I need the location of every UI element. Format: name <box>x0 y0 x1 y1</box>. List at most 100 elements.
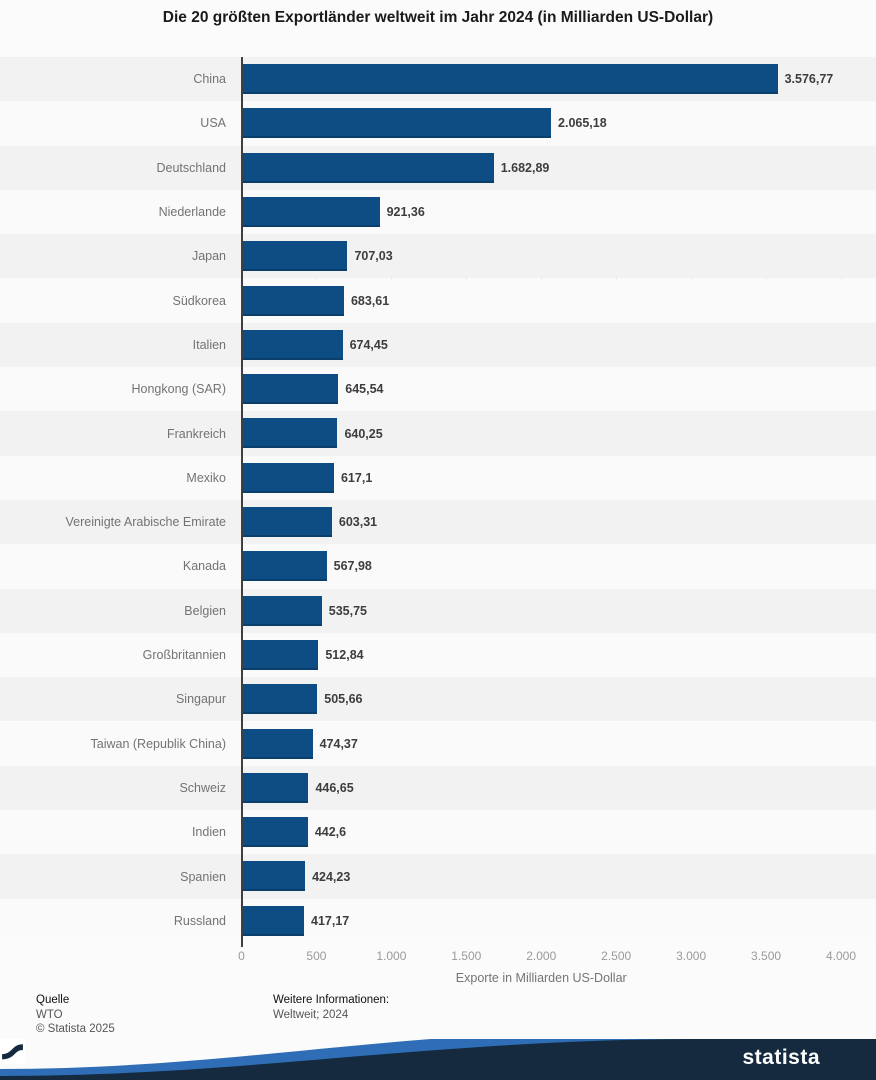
bar <box>241 817 308 848</box>
bar-row: Deutschland 1.682,89 <box>0 145 876 190</box>
x-tick-label: 1.000 <box>376 949 407 963</box>
category-label: Indien <box>191 825 226 840</box>
bar <box>241 418 338 449</box>
bar <box>241 861 306 892</box>
category-label: Spanien <box>180 869 226 884</box>
value-label: 617,1 <box>340 470 373 485</box>
category-label: Hongkong (SAR) <box>131 382 227 397</box>
x-tick-label: 3.500 <box>751 949 782 963</box>
source-block: Quelle WTO © Statista 2025 <box>36 993 115 1037</box>
bar <box>241 462 334 493</box>
bar-row: Italien 674,45 <box>0 322 876 368</box>
bar <box>241 728 313 759</box>
bar <box>241 196 380 227</box>
category-label: Russland <box>173 913 226 928</box>
bar <box>241 329 343 360</box>
bar-row: Singapur 505,66 <box>0 677 876 722</box>
category-label: Singapur <box>175 692 226 707</box>
category-label: Deutschland <box>156 160 227 175</box>
bar-row: Mexiko 617,1 <box>0 455 876 500</box>
bar-row: USA 2.065,18 <box>0 101 876 146</box>
category-label: Kanada <box>182 559 226 574</box>
value-label: 3.576,77 <box>784 72 834 87</box>
category-label: Taiwan (Republik China) <box>90 736 226 751</box>
source-label: Quelle <box>36 994 70 1006</box>
category-label: Italien <box>192 337 226 352</box>
bar-row: Vereinigte Arabische Emirate 603,31 <box>0 500 876 545</box>
x-tick-label: 2.500 <box>601 949 632 963</box>
info-block: Weitere Informationen: Weltweit; 2024 <box>273 993 389 1022</box>
bar <box>241 241 348 272</box>
bar <box>241 108 552 139</box>
value-label: 424,23 <box>312 869 351 884</box>
bar <box>241 507 332 537</box>
bar <box>241 551 327 582</box>
value-label: 567,98 <box>333 559 372 574</box>
bar-chart-plot-area: China 3.576,77 USA 2.065,18 Deutschland 1.682… <box>0 57 876 943</box>
bar <box>241 684 318 715</box>
value-label: 442,6 <box>314 825 347 840</box>
brand-wave-graphic <box>0 1039 876 1080</box>
value-label: 2.065,18 <box>558 116 607 131</box>
category-label: Südkorea <box>172 293 226 308</box>
category-label: Großbritannien <box>142 648 226 663</box>
bar-row: Spanien 424,23 <box>0 854 876 899</box>
x-axis-label: Exporte in Milliarden US-Dollar <box>455 971 627 985</box>
value-label: 674,45 <box>349 337 388 352</box>
chart-title: Die 20 größten Exportländer weltweit im … <box>162 9 714 26</box>
category-label: Schweiz <box>179 780 226 795</box>
category-label: Mexiko <box>186 470 226 485</box>
copyright: © Statista 2025 <box>36 1023 115 1035</box>
bar <box>241 595 322 626</box>
category-label: Vereinigte Arabische Emirate <box>65 515 226 530</box>
category-label: Frankreich <box>166 426 226 441</box>
value-label: 446,65 <box>315 780 354 795</box>
x-tick-label: 2.000 <box>526 949 557 963</box>
info-value: Weltweit; 2024 <box>273 1008 349 1021</box>
value-label: 535,75 <box>328 603 368 618</box>
value-label: 707,03 <box>354 249 393 264</box>
x-tick-label: 3.000 <box>676 949 707 963</box>
value-label: 505,66 <box>324 692 363 707</box>
value-label: 603,31 <box>338 515 378 530</box>
x-tick-label: 1.500 <box>451 949 482 963</box>
category-label: China <box>193 72 226 87</box>
category-label: Belgien <box>184 603 226 618</box>
bar-row: China 3.576,77 <box>0 57 876 102</box>
category-label: Japan <box>191 249 226 264</box>
bar-row: Belgien 535,75 <box>0 588 876 633</box>
bar <box>241 639 319 670</box>
bar-row: Japan 707,03 <box>0 234 876 279</box>
value-label: 417,17 <box>311 913 350 928</box>
bar-row: Frankreich 640,25 <box>0 411 876 456</box>
bar <box>241 64 778 94</box>
value-label: 683,61 <box>350 293 390 308</box>
bar <box>241 285 344 316</box>
value-label: 645,54 <box>345 382 384 397</box>
value-label: 921,36 <box>386 205 425 220</box>
value-label: 640,25 <box>344 426 383 441</box>
statista-brand-band: statista <box>0 1039 876 1080</box>
x-tick-label: 0 <box>238 949 245 963</box>
statista-logo-text: statista <box>742 1046 820 1069</box>
info-label: Weitere Informationen: <box>273 994 390 1006</box>
source-name: WTO <box>36 1008 63 1021</box>
bar-row: Russland 417,17 <box>0 898 876 943</box>
value-label: 1.682,89 <box>500 160 550 175</box>
bar-row: Großbritannien 512,84 <box>0 632 876 678</box>
bar <box>241 905 305 936</box>
category-label: USA <box>200 116 226 131</box>
bar <box>241 374 339 405</box>
bar-row: Schweiz 446,65 <box>0 765 876 811</box>
category-label: Niederlande <box>158 205 226 220</box>
bar-row: Kanada 567,98 <box>0 544 876 589</box>
x-tick-label: 500 <box>306 949 327 963</box>
bar-row: Indien 442,6 <box>0 810 876 855</box>
value-label: 512,84 <box>325 648 364 663</box>
bar <box>241 152 494 183</box>
statista-logo-icon <box>0 1039 25 1064</box>
bar <box>241 772 309 803</box>
y-axis-line <box>240 57 243 947</box>
value-label: 474,37 <box>319 736 358 751</box>
